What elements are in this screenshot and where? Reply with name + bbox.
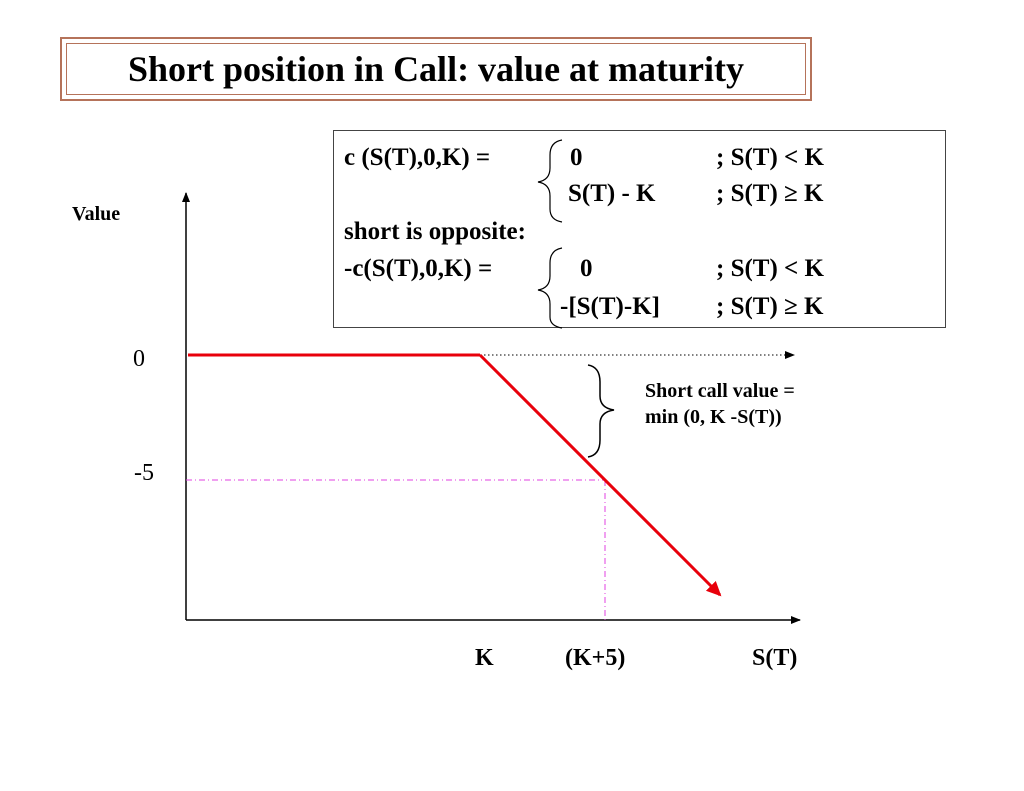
x-axis-label: S(T) bbox=[752, 645, 798, 671]
formula-line5-value: -[S(T)-K] bbox=[560, 293, 660, 320]
short-opposite-colon: : bbox=[517, 218, 526, 245]
x-tick-k: K bbox=[475, 645, 494, 671]
title-frame: Short position in Call: value at maturit… bbox=[60, 37, 812, 101]
y-tick-minus5: -5 bbox=[134, 460, 154, 486]
formula-brace-bottom bbox=[537, 247, 563, 329]
annotation-line1: Short call value = bbox=[645, 380, 795, 402]
page-title: Short position in Call: value at maturit… bbox=[66, 43, 806, 95]
x-tick-k-plus-5: (K+5) bbox=[565, 645, 626, 671]
short-opposite-label: short is opposite bbox=[344, 218, 518, 245]
formula-line1-condition: ; S(T) < K bbox=[716, 144, 824, 171]
formula-box bbox=[333, 130, 946, 328]
formula-brace-top bbox=[537, 139, 563, 223]
formula-line4-value: 0 bbox=[580, 255, 593, 282]
annotation-line2: min (0, K -S(T)) bbox=[645, 406, 782, 428]
formula-line4-lhs: -c(S(T),0,K) = bbox=[344, 255, 493, 282]
y-tick-0: 0 bbox=[133, 346, 145, 372]
formula-line1-lhs: c (S(T),0,K) = bbox=[344, 144, 491, 171]
y-axis-label: Value bbox=[72, 203, 121, 225]
value-brace bbox=[587, 364, 615, 458]
formula-line2-condition: ; S(T) ≥ K bbox=[716, 180, 824, 207]
formula-line2-value: S(T) - K bbox=[568, 180, 656, 207]
payoff-descending-segment bbox=[478, 353, 722, 597]
formula-line4-condition: ; S(T) < K bbox=[716, 255, 824, 282]
formula-line1-value: 0 bbox=[570, 144, 583, 171]
formula-line5-condition: ; S(T) ≥ K bbox=[716, 293, 824, 320]
